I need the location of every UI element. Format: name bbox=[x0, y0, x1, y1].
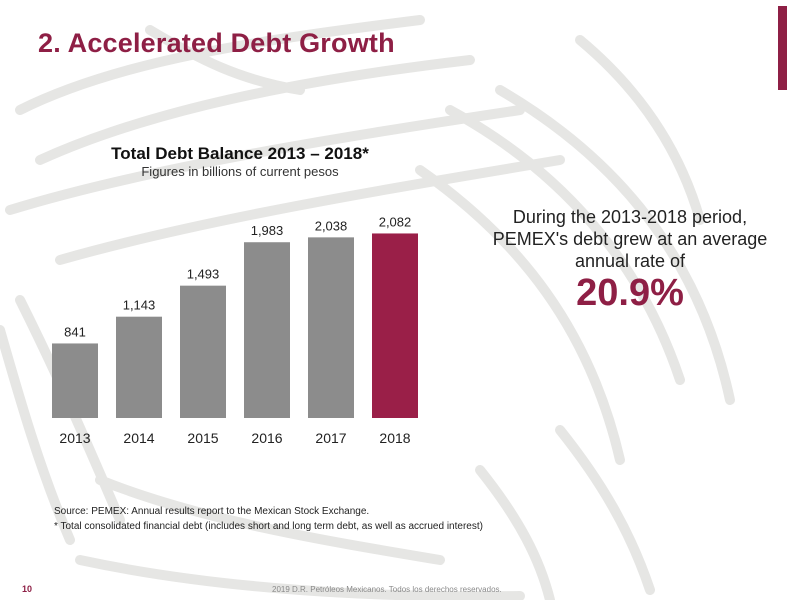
data-label-2015: 1,493 bbox=[187, 267, 220, 282]
x-tick-2018: 2018 bbox=[379, 430, 410, 446]
bar-2014 bbox=[116, 316, 162, 418]
copyright-notice: 2019 D.R. Petróleos Mexicanos. Todos los… bbox=[272, 585, 502, 594]
x-tick-2013: 2013 bbox=[59, 430, 90, 446]
page-number: 10 bbox=[22, 584, 33, 594]
data-label-2017: 2,038 bbox=[315, 218, 348, 233]
x-tick-2016: 2016 bbox=[251, 430, 282, 446]
x-tick-2015: 2015 bbox=[187, 430, 218, 446]
source-note: Source: PEMEX: Annual results report to … bbox=[54, 506, 370, 517]
data-label-2013: 841 bbox=[64, 324, 86, 339]
x-tick-2014: 2014 bbox=[123, 430, 154, 446]
accent-bar bbox=[778, 6, 787, 90]
x-tick-2017: 2017 bbox=[315, 430, 346, 446]
bar-2017 bbox=[308, 237, 354, 418]
bar-2013 bbox=[52, 343, 98, 418]
slide-title: 2. Accelerated Debt Growth bbox=[38, 28, 395, 58]
bar-2018 bbox=[372, 233, 418, 418]
chart-subtitle: Figures in billions of current pesos bbox=[141, 164, 339, 179]
data-label-2016: 1,983 bbox=[251, 223, 284, 238]
chart-title: Total Debt Balance 2013 – 2018* bbox=[111, 144, 369, 163]
bar-chart: 841 2013 1,143 2014 1,493 2015 1,983 2016 2,038 2… bbox=[52, 214, 418, 446]
callout-text: During the 2013-2018 period, PEMEX's deb… bbox=[492, 207, 768, 271]
callout-value: 20.9% bbox=[576, 272, 684, 314]
data-label-2014: 1,143 bbox=[123, 298, 156, 313]
footnote: * Total consolidated financial debt (inc… bbox=[54, 521, 483, 532]
bar-2016 bbox=[244, 242, 290, 418]
bar-2015 bbox=[180, 285, 226, 418]
data-label-2018: 2,082 bbox=[379, 214, 412, 229]
